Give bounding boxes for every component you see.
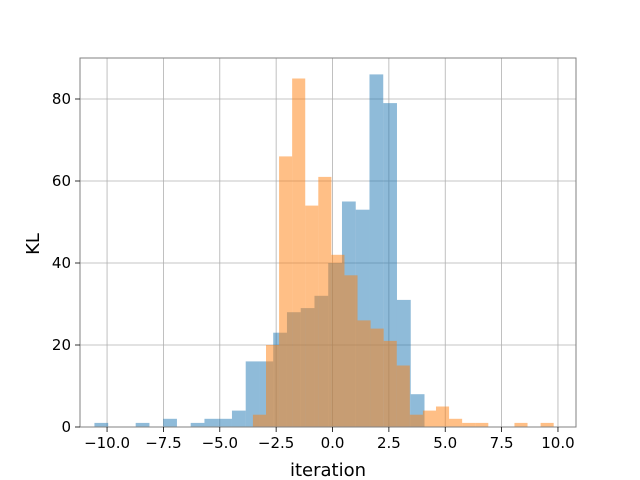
histogram-bar-series-1 [163, 418, 177, 427]
y-ticks: 0 20 40 60 80 [52, 90, 80, 436]
histogram-bar-series-2 [279, 156, 293, 427]
x-tick-label: 5.0 [433, 434, 457, 452]
histogram-bar-series-2 [305, 205, 319, 427]
histogram-bar-series-1 [245, 361, 260, 427]
histogram-bar-series-1 [94, 422, 109, 427]
x-tick-label: 10.0 [541, 434, 574, 452]
x-tick-label: −2.5 [258, 434, 294, 452]
histogram-bar-series-1 [231, 410, 246, 427]
histogram-bar-series-2 [540, 422, 554, 427]
x-tick-label: 0.0 [321, 434, 345, 452]
x-tick-label: −5.0 [202, 434, 238, 452]
histogram-bar-series-1 [135, 422, 150, 427]
histogram-bar-series-2 [344, 275, 358, 427]
x-tick-label: −7.5 [145, 434, 181, 452]
histogram-bar-series-2 [422, 410, 436, 427]
y-axis-label: KL [23, 233, 44, 255]
y-tick-label: 80 [52, 90, 71, 108]
histogram-bar-series-2 [318, 176, 332, 427]
histogram-bar-series-2 [409, 414, 423, 427]
x-tick-label: 7.5 [490, 434, 514, 452]
bars [94, 74, 554, 428]
histogram-bar-series-2 [396, 365, 410, 427]
histogram-bar-series-2 [462, 422, 476, 427]
x-tick-label: 2.5 [377, 434, 401, 452]
histogram-bar-series-2 [383, 340, 397, 427]
histogram-bar-series-2 [435, 406, 450, 427]
histogram-bar-series-2 [252, 414, 266, 427]
y-tick-label: 0 [61, 418, 71, 436]
y-tick-label: 20 [52, 336, 71, 354]
x-ticks: −10.0 −7.5 −5.0 −2.5 0.0 2.5 5.0 7.5 10.0 [84, 427, 575, 452]
y-tick-label: 40 [52, 254, 71, 272]
histogram-bar-series-2 [331, 254, 345, 427]
histogram-bar-series-2 [475, 422, 489, 427]
x-tick-label: −10.0 [84, 434, 130, 452]
histogram-bar-series-1 [190, 422, 205, 427]
histogram-bar-series-1 [204, 418, 219, 427]
histogram-bar-series-2 [292, 78, 306, 427]
plot-frame [79, 57, 577, 428]
x-axis-label: iteration [290, 460, 366, 480]
histogram-bar-series-2 [370, 328, 384, 427]
histogram-bar-series-2 [449, 418, 463, 427]
histogram-bar-series-2 [266, 345, 280, 427]
histogram-bar-series-1 [218, 418, 232, 427]
histogram-bar-series-2 [357, 320, 371, 427]
y-tick-label: 60 [52, 172, 71, 190]
histogram-bar-series-2 [514, 422, 528, 427]
